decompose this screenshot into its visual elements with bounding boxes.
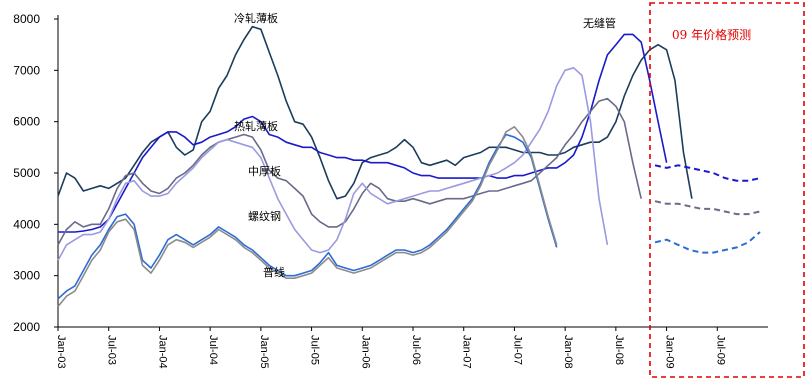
x-tick-label: Jan-04: [156, 335, 168, 369]
series-line: [57, 126, 558, 308]
series-annotation: 普线: [263, 265, 285, 279]
x-tick-label: Jan-03: [55, 335, 67, 369]
y-tick-label: 3000: [13, 269, 40, 283]
forecast-region-box: [649, 2, 805, 378]
series-line: [57, 133, 558, 300]
forecast-layer: [654, 164, 761, 254]
x-tick-label: Jul-06: [410, 335, 422, 365]
series-annotation: 螺纹钢: [248, 209, 281, 223]
x-tick-label: Jul-07: [511, 335, 523, 365]
series-line: [58, 33, 668, 233]
x-tick-label: Jul-04: [207, 335, 219, 365]
series-annotation: 无缝管: [583, 16, 616, 30]
series-annotation: 冷轧薄板: [234, 11, 278, 25]
forecast-line: [654, 231, 761, 254]
series-annotation: 热轧薄板: [234, 119, 278, 133]
x-tick-label: Jan-05: [258, 335, 270, 369]
y-tick-label: 4000: [13, 217, 40, 231]
y-tick-label: 2000: [13, 320, 40, 334]
y-tick-label: 8000: [13, 12, 40, 26]
x-tick-label: Jul-09: [714, 335, 726, 365]
x-tick-label: Jul-05: [309, 335, 321, 365]
series-annotation: 中厚板: [248, 164, 281, 178]
x-tick-label: Jan-06: [359, 335, 371, 369]
x-tick-label: Jul-03: [106, 335, 118, 365]
x-tick-label: Jan-08: [562, 335, 574, 369]
x-tick-label: Jan-09: [664, 335, 676, 369]
series-layer: [57, 25, 693, 308]
y-tick-label: 7000: [13, 63, 40, 77]
forecast-line: [654, 164, 761, 182]
y-tick-label: 5000: [13, 166, 40, 180]
forecast-line: [654, 200, 761, 216]
forecast-label: 09 年价格预测: [672, 27, 751, 42]
series-line: [57, 67, 609, 261]
y-tick-label: 6000: [13, 115, 40, 129]
x-tick-label: Jul-08: [613, 335, 625, 365]
series-line: [57, 97, 642, 246]
x-axis: Jan-03 Jul-03 Jan-04 Jul-04 Jan-05 Jul-05 Jan-…: [55, 326, 768, 369]
x-tick-label: Jan-07: [461, 335, 473, 369]
y-axis: 2000 3000 4000 5000 6000 7000 8000: [13, 12, 59, 334]
